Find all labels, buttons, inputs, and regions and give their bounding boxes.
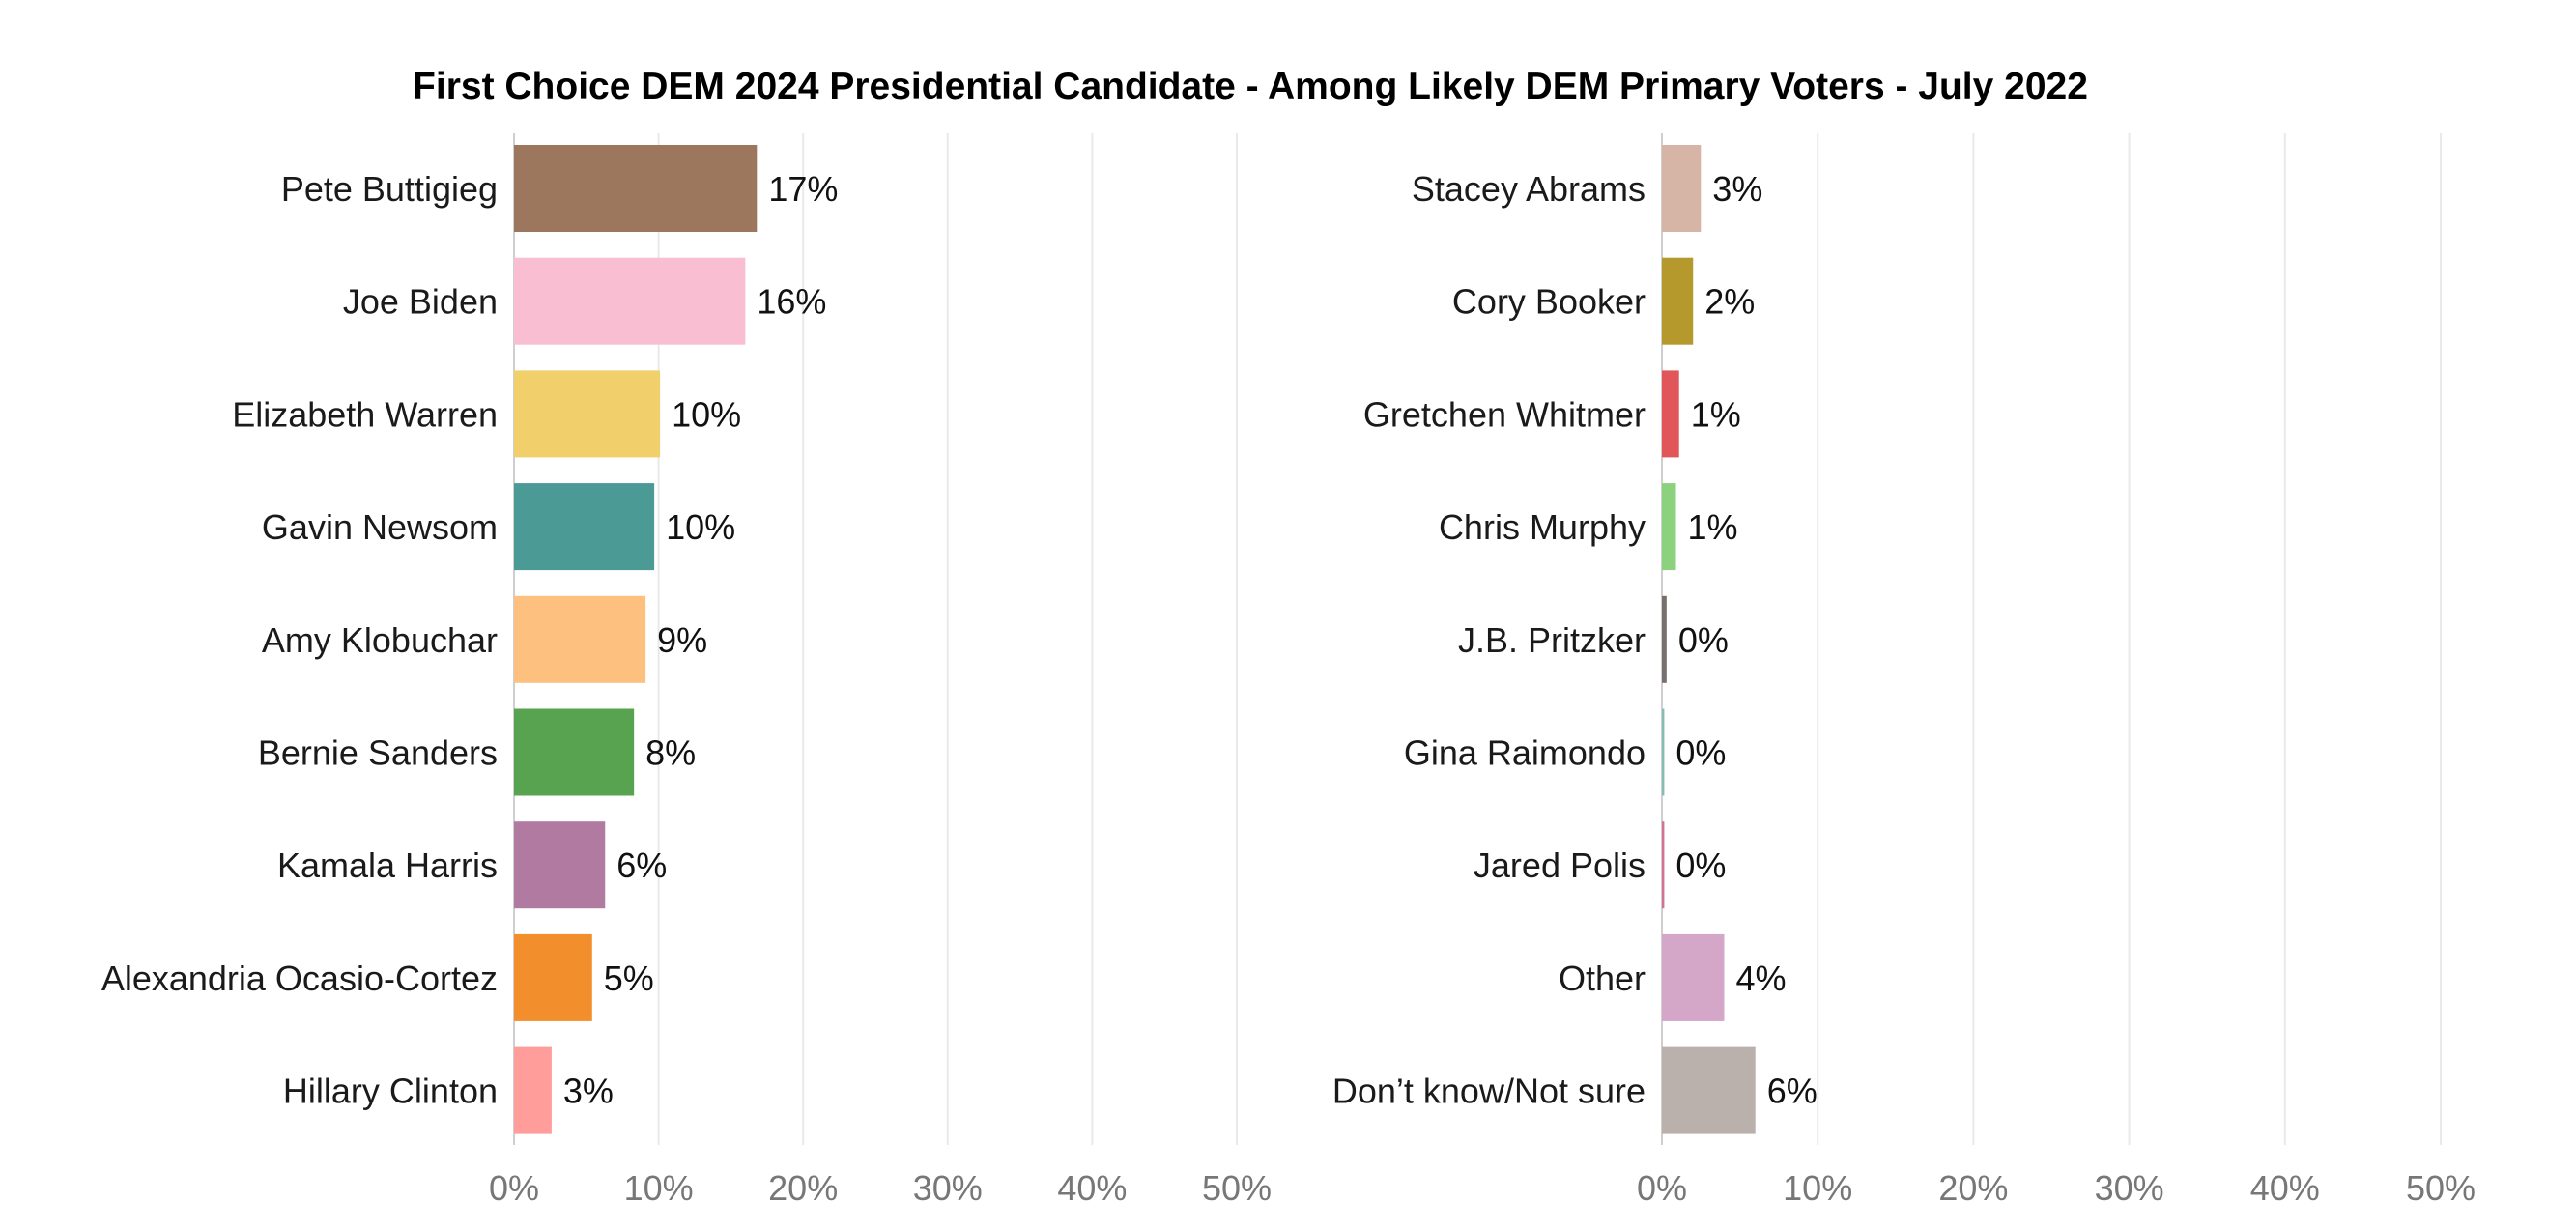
x-tick-label: 0% — [489, 1168, 539, 1208]
bar-value-label: 6% — [1767, 1072, 1818, 1111]
bar-value-label: 0% — [1675, 845, 1726, 885]
category-label: Bernie Sanders — [258, 733, 498, 773]
bar — [514, 145, 758, 232]
x-tick-label: 30% — [2095, 1168, 2164, 1208]
x-tick-label: 20% — [768, 1168, 838, 1208]
category-label: Chris Murphy — [1439, 507, 1646, 547]
x-tick-label: 20% — [1938, 1168, 2008, 1208]
x-tick-label: 30% — [913, 1168, 983, 1208]
x-tick-label: 40% — [2250, 1168, 2320, 1208]
bar-value-label: 9% — [657, 620, 707, 660]
category-label: Hillary Clinton — [283, 1072, 498, 1111]
bar-value-label: 2% — [1704, 282, 1755, 322]
category-label: Gavin Newsom — [262, 507, 498, 547]
bar — [514, 483, 655, 571]
right-panel: 0% 10% 20% 30% 40% 50% Stacey Abrams 3% Cory Boo… — [1332, 133, 2476, 1208]
bar-value-label: 6% — [616, 845, 667, 885]
category-label: Elizabeth Warren — [232, 394, 498, 434]
bar — [1662, 933, 1725, 1021]
category-label: Don’t know/Not sure — [1332, 1072, 1646, 1111]
bar — [1662, 595, 1667, 683]
bar-value-label: 0% — [1675, 733, 1726, 773]
category-label: Jared Polis — [1474, 845, 1646, 885]
category-label: Kamala Harris — [277, 845, 498, 885]
chart-title: First Choice DEM 2024 Presidential Candi… — [413, 66, 2088, 107]
x-tick-label: 50% — [2406, 1168, 2476, 1208]
category-label: Other — [1559, 959, 1646, 998]
bar — [1662, 1046, 1756, 1134]
category-label: J.B. Pritzker — [1458, 620, 1646, 660]
category-label: Joe Biden — [343, 282, 498, 322]
left-panel: 0% 10% 20% 30% 40% 50% Pete Buttigieg 17% Joe Bi… — [101, 133, 1272, 1208]
bar-value-label: 5% — [604, 959, 654, 998]
bar — [514, 708, 635, 796]
x-tick-label: 50% — [1202, 1168, 1272, 1208]
bar — [514, 821, 606, 909]
bar — [1662, 821, 1665, 909]
x-tick-label: 40% — [1057, 1168, 1127, 1208]
bar — [1662, 257, 1694, 345]
bar-value-label: 1% — [1691, 394, 1741, 434]
bar-value-label: 16% — [757, 282, 826, 322]
bar-value-label: 10% — [672, 394, 741, 434]
bar — [1662, 145, 1702, 232]
bar-value-label: 3% — [563, 1072, 614, 1111]
category-label: Gretchen Whitmer — [1363, 394, 1646, 434]
bar — [1662, 483, 1676, 571]
category-label: Stacey Abrams — [1412, 169, 1646, 209]
x-tick-label: 10% — [1783, 1168, 1852, 1208]
bar-value-label: 10% — [666, 507, 735, 547]
bar — [514, 933, 592, 1021]
bar-value-label: 4% — [1735, 959, 1786, 998]
category-label: Gina Raimondo — [1404, 733, 1646, 773]
bar — [514, 257, 746, 345]
bar-value-label: 0% — [1678, 620, 1729, 660]
bar — [514, 370, 661, 458]
bar — [514, 595, 646, 683]
bar-value-label: 1% — [1688, 507, 1738, 547]
bar — [1662, 708, 1665, 796]
category-label: Cory Booker — [1452, 282, 1646, 322]
bar-value-label: 3% — [1712, 169, 1762, 209]
bar — [1662, 370, 1679, 458]
x-tick-label: 10% — [624, 1168, 694, 1208]
category-label: Alexandria Ocasio-Cortez — [101, 959, 498, 998]
x-tick-label: 0% — [1637, 1168, 1687, 1208]
category-label: Pete Buttigieg — [281, 169, 498, 209]
bar — [514, 1046, 552, 1134]
category-label: Amy Klobuchar — [262, 620, 498, 660]
bar-value-label: 17% — [768, 169, 838, 209]
bar-value-label: 8% — [645, 733, 696, 773]
